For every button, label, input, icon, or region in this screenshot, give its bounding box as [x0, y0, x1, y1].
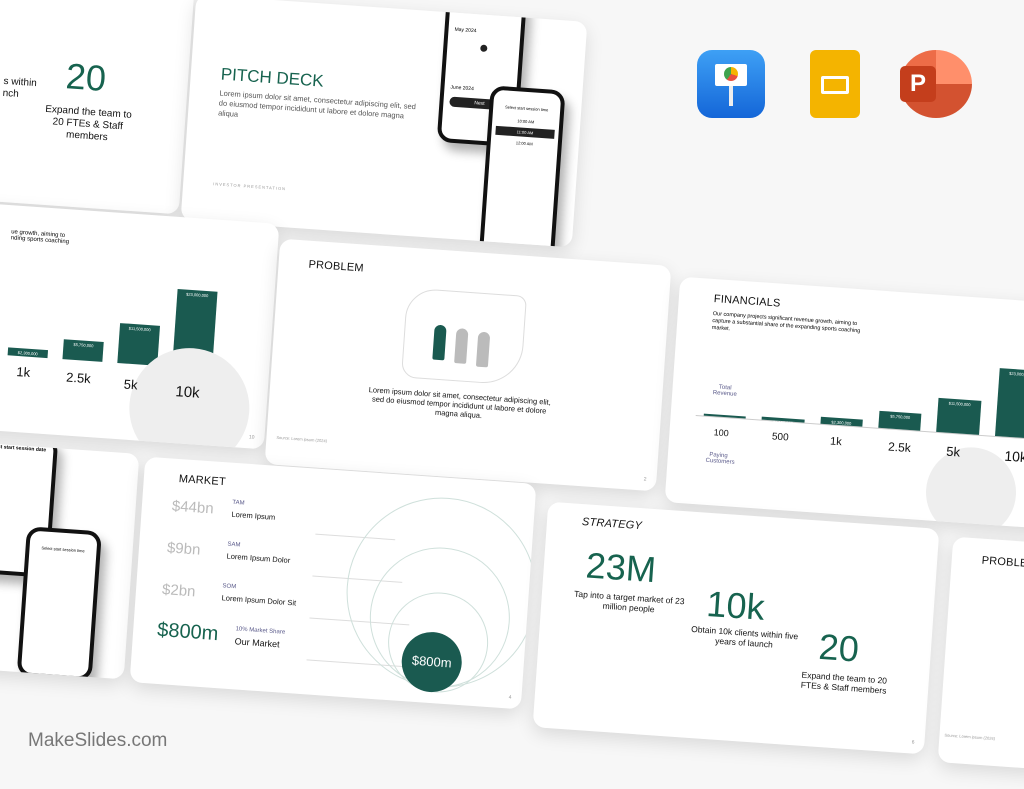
stat-caption: s within nch: [2, 75, 38, 100]
slide-strategy-partial[interactable]: k s within nch 20 Expand the team to 20 …: [0, 0, 195, 215]
page-number: 10: [248, 434, 255, 441]
bar-chart: $1,150,000 $2,300,000 $5,750,000 $11,500,00…: [695, 348, 1024, 441]
slide-body: Lorem ipsum dolor sit amet, consectetur …: [217, 88, 417, 121]
category-label: 2.5k: [887, 439, 912, 456]
slide-market[interactable]: MARKET $44bn TAM Lorem Ipsum $9bn SAM Lo…: [129, 456, 537, 710]
slide-title: PROBLEM: [308, 258, 365, 275]
bar: $5,750,000: [878, 410, 922, 431]
bar-label: $5,750,000: [890, 413, 911, 420]
page-number: 4: [508, 694, 512, 701]
source: Source: Lorem ipsum (2024): [276, 434, 328, 444]
bar-label: $23,000,000: [1008, 370, 1024, 378]
category-label: 5k: [945, 443, 961, 460]
market-tag: SAM: [227, 541, 241, 549]
slide-problem-partial[interactable]: PROBLEM Source: Lorem ipsum (2024): [937, 536, 1024, 789]
slide-desc: ue growth, aiming to nding sports coachi…: [10, 229, 70, 246]
stat: 23M: [584, 544, 658, 591]
slide-problem[interactable]: PROBLEM Lorem ipsum dolor sit amet, cons…: [264, 238, 672, 492]
market-tag: TAM: [232, 499, 245, 507]
source: Source: Lorem ipsum (2024): [944, 732, 996, 741]
bar-label: [704, 416, 746, 419]
page-number: 2: [643, 476, 647, 483]
stat-caption: Obtain 10k clients within five years of …: [690, 623, 799, 650]
slide-title: FINANCIALS: [713, 293, 781, 310]
slide-financials[interactable]: FINANCIALS Our company projects signific…: [664, 276, 1024, 530]
brand-label: MakeSlides.com: [28, 730, 168, 751]
phone-title: Select start session date: [0, 443, 47, 454]
bar: $2,300,000: [820, 416, 863, 427]
bar-chart: $2,300,000 $5,750,000 $11,500,000 $23,00…: [7, 266, 274, 374]
category-label: 500: [771, 431, 789, 444]
person-icon: [475, 331, 491, 368]
bar: $23,000,000: [994, 368, 1024, 439]
slide-body: Lorem ipsum dolor sit amet, consectetur …: [368, 385, 552, 421]
slide-title: STRATEGY: [581, 516, 643, 533]
market-tag: SOM: [222, 583, 237, 591]
category-label: 100: [713, 427, 730, 439]
slide-strategy[interactable]: STRATEGY 23M Tap into a target market of…: [532, 501, 940, 755]
slide-footer: INVESTOR PRESENTATION: [213, 181, 287, 192]
phone-title: Select start session date: [456, 2, 515, 13]
bar: $11,500,000: [936, 397, 982, 435]
person-icon: [454, 328, 469, 364]
market-tag: 10% Market Share: [235, 626, 286, 636]
bar: [703, 413, 747, 419]
time-option: 10:00 AM: [517, 118, 535, 125]
phone-title: Select start session time: [504, 104, 549, 113]
category-label: 1k: [829, 435, 843, 449]
market-value: $800m: [156, 618, 220, 646]
bar-label: $2,300,000: [831, 419, 852, 427]
bar: $2,300,000: [7, 347, 49, 359]
stat-caption: Expand the team to 20 FTEs & Staff membe…: [44, 103, 133, 144]
keynote-icon: [697, 50, 765, 118]
stat-caption: Expand the team to 20 FTEs & Staff membe…: [800, 669, 888, 696]
google-slides-icon: [810, 50, 860, 118]
bar-label: $1,150,000: [772, 419, 794, 426]
month-label: May 2024: [454, 26, 477, 35]
person-icon: [432, 324, 447, 361]
category-label: 10k: [1003, 447, 1024, 466]
market-label: Lorem Ipsum: [231, 509, 276, 522]
slide-title: MARKET: [178, 473, 227, 489]
phone-title: Select start session time: [41, 545, 85, 554]
bar: $1,150,000: [761, 416, 805, 425]
count-label: 1k: [15, 363, 31, 380]
stat: 20: [64, 55, 108, 99]
time-option: 12:00 AM: [515, 140, 533, 147]
page-number: 6: [911, 739, 915, 746]
count-label: 10k: [174, 383, 201, 402]
stat: 20: [817, 625, 861, 670]
powerpoint-icon: P: [900, 50, 972, 118]
slide-title: PROBLEM: [981, 554, 1024, 571]
bar: $5,750,000: [62, 339, 104, 362]
slide-phone-partial[interactable]: Select start session date Select start s…: [0, 426, 140, 680]
stat: 10k: [705, 582, 766, 628]
selected-date: [479, 44, 488, 52]
count-label: 5k: [123, 376, 139, 393]
count-label: 2.5k: [65, 369, 92, 387]
market-label: Lorem Ipsum Dolor Sit: [221, 593, 297, 608]
phone-mockup-time: Select start session time: [16, 526, 102, 680]
market-value: $2bn: [161, 581, 197, 601]
slide-desc: Our company projects significant revenue…: [711, 310, 861, 335]
slide-financials-partial[interactable]: ue growth, aiming to nding sports coachi…: [0, 196, 280, 450]
market-label: Our Market: [234, 636, 280, 650]
time-option: 11:00 AM: [495, 125, 555, 139]
market-value: $9bn: [166, 539, 201, 559]
market-value: $44bn: [171, 497, 215, 518]
market-label: Lorem Ipsum Dolor: [226, 551, 291, 565]
phone-mockup-time: Select start session time 10:00 AM 11:00…: [478, 85, 566, 248]
slide-pitch-deck[interactable]: PITCH DECK Lorem ipsum dolor sit amet, c…: [180, 0, 588, 248]
slide-title: PITCH DECK: [220, 64, 325, 91]
axis-label: Paying Customers: [705, 452, 735, 466]
stat-caption: Tap into a target market of 23 million p…: [573, 588, 685, 615]
bar-label: $11,500,000: [948, 400, 971, 408]
